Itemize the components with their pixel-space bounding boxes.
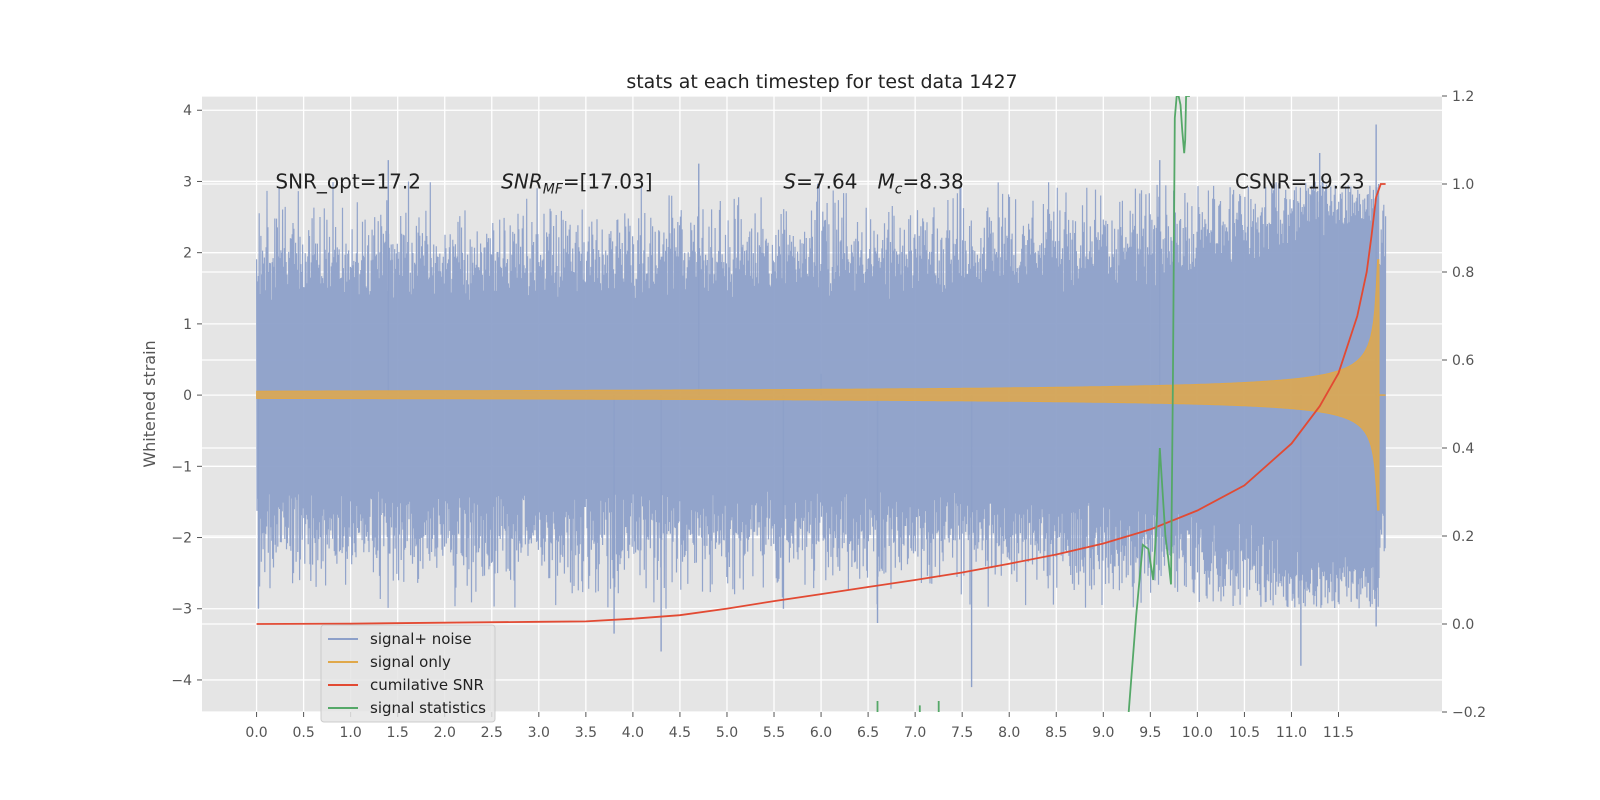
y-tick-label: 4 xyxy=(183,103,192,119)
series-signal-noise-line xyxy=(256,181,1387,609)
series-signal-only-area xyxy=(256,259,1380,511)
y2-tick-label: 0.6 xyxy=(1452,353,1474,369)
y2-tick-label: 0.0 xyxy=(1452,617,1474,633)
legend-label: signal+ noise xyxy=(370,630,472,648)
x-tick-label: 3.5 xyxy=(575,725,597,741)
legend-label: signal statistics xyxy=(370,699,486,717)
annotation-main: SNR xyxy=(501,169,543,193)
annotation-main: M xyxy=(878,169,895,193)
chart-title: stats at each timestep for test data 142… xyxy=(626,71,1017,93)
x-tick-label: 4.5 xyxy=(669,725,691,741)
annotation-sub: MF xyxy=(543,181,564,197)
x-tick-label: 9.0 xyxy=(1092,725,1114,741)
x-tick-label: 2.0 xyxy=(434,725,456,741)
annotation-text: S=7.64 xyxy=(783,169,857,193)
x-tick-label: 9.5 xyxy=(1139,725,1161,741)
y-axis-label: Whitened strain xyxy=(140,340,159,467)
annotation-main: S xyxy=(783,169,796,193)
y2-tick-label: 0.4 xyxy=(1452,441,1474,457)
x-tick-label: 11.0 xyxy=(1276,725,1307,741)
series-layer xyxy=(256,96,1387,712)
x-tick-label: 5.5 xyxy=(763,725,785,741)
x-tick-label: 10.0 xyxy=(1182,725,1213,741)
y-tick-label: −3 xyxy=(171,602,192,618)
x-tick-label: 5.0 xyxy=(716,725,738,741)
x-tick-label: 4.0 xyxy=(622,725,644,741)
x-tick-label: 8.0 xyxy=(998,725,1020,741)
y2-tick-label: 0.2 xyxy=(1452,529,1474,545)
y-tick-label: −2 xyxy=(171,531,192,547)
annotation-text: CSNR=19.23 xyxy=(1235,169,1365,193)
y-tick-label: 3 xyxy=(183,174,192,190)
legend: signal+ noise signal only cumilative SNR si… xyxy=(320,624,496,723)
annotation-text: SNR_opt=17.2 xyxy=(275,169,421,193)
legend-label: cumilative SNR xyxy=(370,676,484,694)
y-tick-label: 0 xyxy=(183,388,192,404)
annotation-sub: c xyxy=(895,181,903,197)
x-tick-label: 6.5 xyxy=(857,725,879,741)
legend-label: signal only xyxy=(370,653,451,671)
x-tick-label: 7.5 xyxy=(951,725,973,741)
x-tick-label: 2.5 xyxy=(481,725,503,741)
annotation-text: SNRMF=[17.03] xyxy=(501,169,652,197)
x-tick-label: 10.5 xyxy=(1229,725,1260,741)
annotations: SNR_opt=17.2 SNRMF=[17.03] S=7.64 Mc=8.38 CS… xyxy=(275,169,1364,197)
annotation-rest: =[17.03] xyxy=(563,169,653,193)
y2-tick-label: −0.2 xyxy=(1452,705,1486,721)
annotation-rest: =7.64 xyxy=(796,169,857,193)
x-tick-label: 1.0 xyxy=(340,725,362,741)
y2-ticks: 1.2 1.0 0.8 0.6 0.4 0.2 0.0 −0.2 xyxy=(1442,89,1486,721)
x-tick-label: 7.0 xyxy=(904,725,926,741)
x-tick-label: 1.5 xyxy=(387,725,409,741)
annotation-text: Mc=8.38 xyxy=(878,169,964,197)
x-tick-label: 3.0 xyxy=(528,725,550,741)
x-tick-label: 11.5 xyxy=(1323,725,1354,741)
x-tick-label: 0.5 xyxy=(292,725,314,741)
x-tick-label: 6.0 xyxy=(810,725,832,741)
x-tick-label: 0.0 xyxy=(245,725,267,741)
y2-tick-label: 0.8 xyxy=(1452,265,1474,281)
annotation-rest: =8.38 xyxy=(902,169,963,193)
y-ticks: 4 3 2 1 0 −1 −2 −3 −4 xyxy=(171,103,202,689)
y-tick-label: −4 xyxy=(171,673,192,689)
y2-tick-label: 1.2 xyxy=(1452,89,1474,105)
series-signal-statistics-line xyxy=(1127,96,1190,712)
y-tick-label: 1 xyxy=(183,317,192,333)
series-cumulative-snr-line xyxy=(256,183,1386,625)
y-tick-label: 2 xyxy=(183,246,192,262)
x-ticks: 0.0 0.5 1.0 1.5 2.0 2.5 3.0 3.5 4.0 4.5 5.0 5.5 6.0 6… xyxy=(245,712,1354,741)
legend-box xyxy=(320,624,496,723)
x-tick-label: 8.5 xyxy=(1045,725,1067,741)
y2-tick-label: 1.0 xyxy=(1452,177,1474,193)
y-tick-label: −1 xyxy=(171,459,192,475)
